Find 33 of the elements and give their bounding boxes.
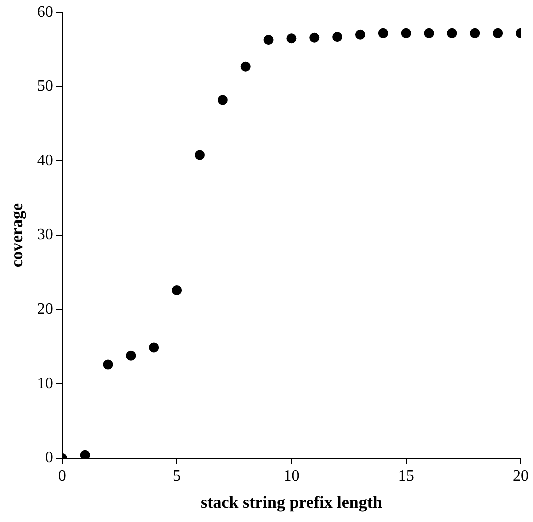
x-tick-label: 0 [58, 468, 66, 486]
point [126, 350, 136, 361]
point [286, 34, 297, 44]
point [218, 95, 228, 106]
y-tick-label: 0 [45, 450, 54, 467]
y-tick-label: 60 [37, 4, 54, 21]
y-axis-title: coverage [8, 202, 27, 268]
y-tick-label: 20 [37, 301, 54, 318]
y-tick-label: 40 [37, 152, 54, 170]
point [493, 28, 504, 38]
x-tick-label: 15 [398, 468, 414, 486]
point [103, 360, 114, 370]
point [447, 28, 458, 38]
y-tick-label: 10 [37, 375, 54, 392]
point [80, 450, 90, 458]
x-tick-label: 20 [513, 468, 529, 486]
point [194, 150, 205, 160]
x-tick-label: 5 [173, 468, 182, 486]
point [149, 342, 160, 353]
point [470, 28, 480, 38]
point [264, 35, 274, 46]
x-axis-title: stack string prefix length [200, 493, 383, 512]
point [401, 28, 412, 38]
point [355, 30, 366, 40]
point [332, 32, 343, 42]
point [240, 62, 251, 72]
point [378, 28, 388, 38]
point [310, 32, 320, 43]
x-tick-label: 10 [284, 468, 300, 486]
y-tick-label: 30 [37, 226, 54, 244]
y-tick-label: 50 [37, 78, 54, 96]
point [424, 28, 434, 38]
point [172, 285, 182, 296]
